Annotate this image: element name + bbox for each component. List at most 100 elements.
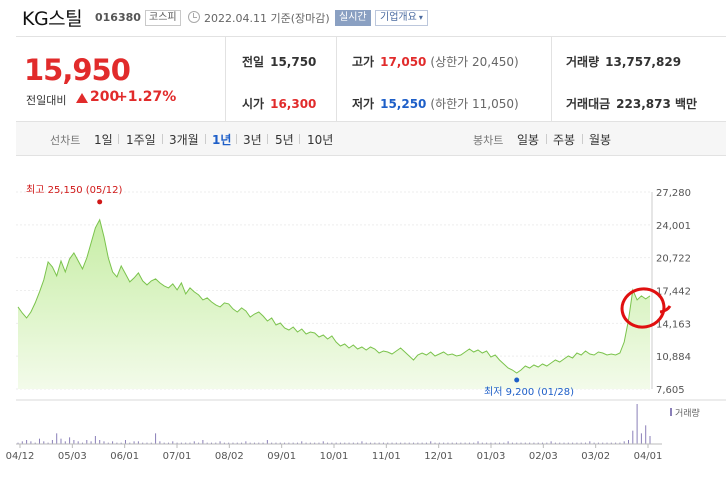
tab-separator (205, 134, 206, 144)
volume-bar (499, 442, 501, 444)
tab-1y[interactable]: 1년 (212, 133, 232, 147)
volume-bar (456, 442, 458, 444)
volume-bar (301, 441, 303, 444)
volume-bar (430, 441, 432, 444)
volume-bar (142, 442, 144, 444)
volume-bar (167, 442, 169, 444)
tab-monthly-candle[interactable]: 월봉 (589, 133, 612, 147)
volume-bars (17, 404, 651, 444)
low-marker (514, 377, 520, 383)
volume-bar (623, 441, 625, 444)
volume-bar (64, 441, 66, 444)
price-chart-svg: 27,280 24,001 20,722 17,442 14,163 10,884 7,60… (6, 184, 726, 462)
tab-weekly-candle[interactable]: 주봉 (553, 133, 576, 147)
price-summary: 15,950 전일대비 200 +1.27% 전일 15,750 시가 16,300… (16, 36, 726, 122)
volume-bar (632, 430, 634, 444)
volume-bar (90, 441, 92, 444)
volume-bar (94, 436, 96, 444)
volume-bar (645, 425, 647, 444)
volume-bar (258, 442, 260, 444)
tab-5y[interactable]: 5년 (275, 133, 294, 147)
volume-bar (236, 442, 238, 444)
volume-bar (241, 442, 243, 444)
volume-bar (86, 440, 88, 444)
y-tick-label: 10,884 (656, 352, 691, 363)
volume-bar (47, 442, 49, 444)
prev-close: 전일 15,750 (242, 53, 316, 70)
volume-bar (516, 442, 518, 444)
current-price-box: 15,950 전일대비 200 +1.27% (16, 37, 226, 121)
amount-value: 223,873 백만 (616, 97, 698, 111)
volume-bar (107, 442, 109, 444)
price-chart[interactable]: 27,280 24,001 20,722 17,442 14,163 10,884 7,60… (0, 156, 726, 475)
tab-daily-candle[interactable]: 일봉 (517, 133, 540, 147)
y-axis: 27,280 24,001 20,722 17,442 14,163 10,884 7,60… (651, 188, 691, 396)
tab-separator (582, 134, 583, 144)
volume-bar (559, 442, 561, 444)
volume-bar (69, 437, 71, 444)
volume-bar (370, 442, 372, 444)
volume-bar (434, 442, 436, 444)
x-tick-label: 01/03 (477, 451, 506, 462)
volume-value: 13,757,829 (605, 55, 682, 69)
volume-bar (129, 442, 131, 444)
volume-bar (116, 442, 118, 444)
volume-bar (585, 442, 587, 444)
volume-bar (468, 442, 470, 444)
tab-separator (299, 134, 300, 144)
company-info-button[interactable]: 기업개요 ▾ (375, 10, 428, 26)
x-tick-label: 05/03 (58, 451, 87, 462)
tab-1w[interactable]: 1주일 (126, 133, 156, 147)
volume-bar (253, 442, 255, 444)
volume-bar (331, 442, 333, 444)
high-label: 고가 (352, 55, 375, 69)
hand-drawn-circle-annotation (620, 287, 666, 329)
upper-limit: (상한가 20,450) (430, 55, 519, 69)
volume-bar (378, 442, 380, 444)
company-info-label: 기업개요 (380, 12, 417, 23)
volume-bar (413, 442, 415, 444)
volume-bar (219, 441, 221, 444)
tab-3y[interactable]: 3년 (243, 133, 262, 147)
tab-3m[interactable]: 3개월 (169, 133, 199, 147)
price-line (17, 218, 651, 374)
low-label: 최저 9,200 (01/28) (484, 386, 574, 398)
prev-close-value: 15,750 (270, 55, 317, 69)
x-tick-label: 10/01 (320, 451, 349, 462)
volume-bar (232, 442, 234, 444)
volume-bar (619, 442, 621, 444)
volume-bar (610, 442, 612, 444)
volume-bar (210, 442, 212, 444)
tab-10y[interactable]: 10년 (307, 133, 334, 147)
volume-bar (198, 442, 200, 444)
volume-bar (206, 442, 208, 444)
volume-bar (339, 442, 341, 444)
tab-separator (546, 134, 547, 144)
volume-bar (150, 442, 152, 444)
volume-bar (185, 442, 187, 444)
volume-bar (73, 440, 75, 444)
high-price: 고가 17,050 (상한가 20,450) (352, 53, 519, 70)
amount-label: 거래대금 (566, 97, 611, 111)
stock-name: KG스틸 (22, 8, 83, 30)
market-badge: 코스피 (145, 10, 181, 26)
volume-bar (636, 404, 638, 444)
volume-bar (202, 440, 204, 444)
volume-bar (30, 441, 32, 444)
low-price: 저가 15,250 (하한가 11,050) (352, 95, 519, 112)
tab-1d[interactable]: 1일 (94, 133, 113, 147)
volume-bar (395, 442, 397, 444)
volume-bar (176, 442, 178, 444)
volume-legend-label: 거래량 (675, 407, 700, 419)
volume-bar (550, 441, 552, 444)
volume-bar (60, 438, 62, 444)
current-price: 15,950 (24, 53, 131, 87)
price-area (18, 219, 650, 389)
volume-bar (421, 442, 423, 444)
realtime-button[interactable]: 실시간 (335, 10, 371, 26)
volume-bar (387, 442, 389, 444)
volume-bar (288, 442, 290, 444)
volume-bar (580, 442, 582, 444)
volume-bar (279, 442, 281, 444)
volume-bar (284, 442, 286, 444)
